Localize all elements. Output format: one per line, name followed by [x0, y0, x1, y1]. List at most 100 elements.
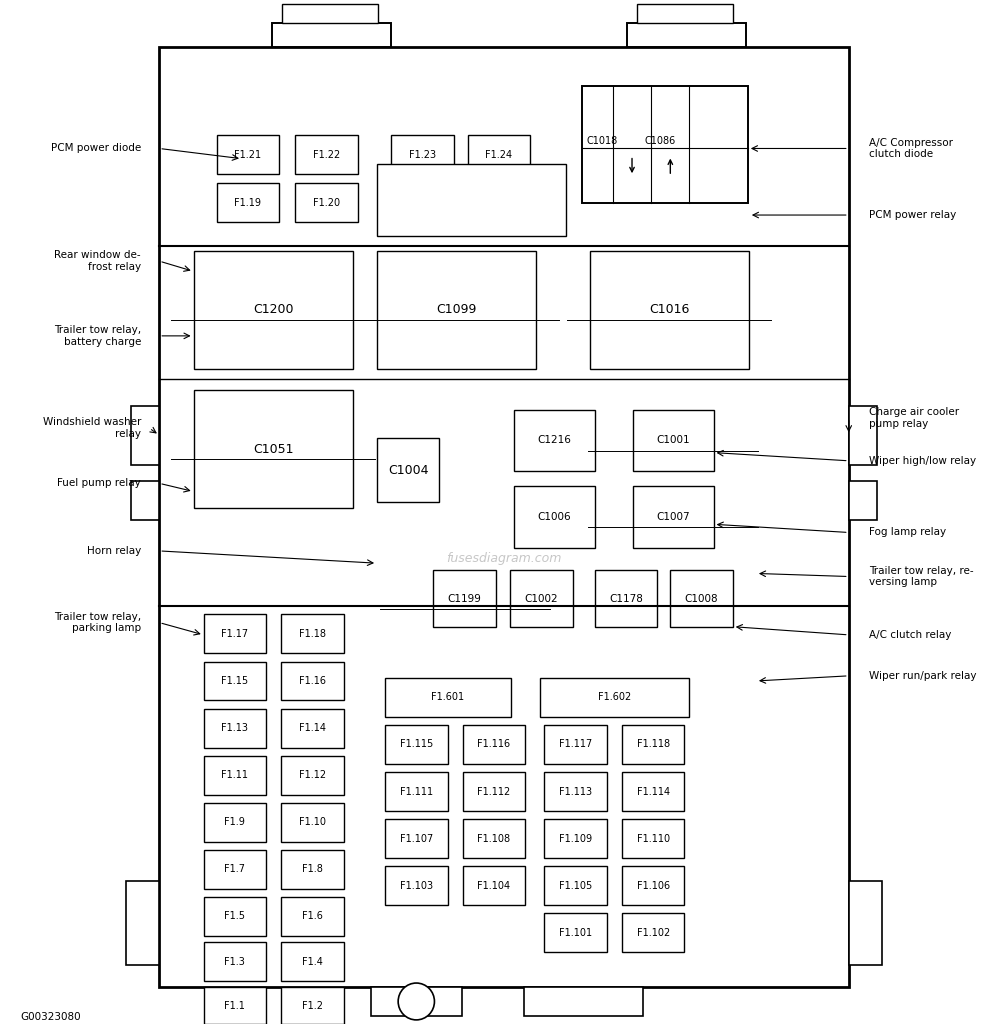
Text: F1.4: F1.4 — [302, 956, 323, 967]
Bar — [627, 23, 746, 47]
Text: Horn relay: Horn relay — [87, 546, 141, 556]
Bar — [281, 614, 344, 653]
Text: F1.12: F1.12 — [299, 770, 326, 780]
Text: F1.19: F1.19 — [235, 198, 261, 208]
Text: F1.17: F1.17 — [222, 629, 248, 639]
Text: Fog lamp relay: Fog lamp relay — [869, 527, 947, 538]
Text: F1.105: F1.105 — [559, 881, 592, 891]
Text: C1200: C1200 — [253, 303, 293, 316]
Bar — [281, 987, 344, 1024]
Bar — [204, 987, 266, 1024]
Bar — [385, 772, 448, 811]
Text: A/C Compressor
clutch diode: A/C Compressor clutch diode — [869, 137, 953, 160]
Text: F1.1: F1.1 — [225, 1000, 245, 1011]
Bar — [204, 803, 266, 842]
Text: F1.103: F1.103 — [400, 881, 432, 891]
Bar — [524, 987, 643, 1016]
Text: F1.106: F1.106 — [637, 881, 669, 891]
Bar — [194, 390, 353, 508]
Bar — [385, 678, 511, 717]
Text: F1.104: F1.104 — [478, 881, 510, 891]
Text: Trailer tow relay, re-
versing lamp: Trailer tow relay, re- versing lamp — [869, 565, 974, 588]
Bar — [633, 486, 714, 548]
Text: F1.18: F1.18 — [299, 629, 326, 639]
Bar — [204, 709, 266, 748]
Text: C1006: C1006 — [537, 512, 572, 522]
Bar — [590, 251, 749, 369]
Bar — [377, 164, 566, 236]
Text: F1.107: F1.107 — [400, 834, 432, 844]
Bar — [514, 410, 595, 471]
Bar — [194, 251, 353, 369]
Text: C1199: C1199 — [448, 594, 482, 603]
Bar — [622, 819, 684, 858]
Text: F1.109: F1.109 — [559, 834, 592, 844]
Text: PCM power diode: PCM power diode — [50, 143, 141, 154]
Text: F1.113: F1.113 — [559, 786, 592, 797]
Bar — [281, 850, 344, 889]
Bar — [385, 866, 448, 905]
Bar — [582, 86, 748, 203]
Text: F1.602: F1.602 — [599, 692, 631, 702]
Text: F1.15: F1.15 — [222, 676, 248, 686]
Bar — [217, 135, 279, 174]
Bar — [281, 662, 344, 700]
Text: F1.23: F1.23 — [409, 150, 435, 160]
Text: F1.112: F1.112 — [478, 786, 510, 797]
Bar — [544, 913, 607, 952]
Text: F1.22: F1.22 — [312, 150, 341, 160]
Text: F1.102: F1.102 — [637, 928, 669, 938]
Bar — [433, 570, 496, 627]
Text: C1086: C1086 — [644, 136, 676, 146]
Bar — [463, 725, 525, 764]
Bar — [131, 406, 159, 465]
Text: F1.16: F1.16 — [299, 676, 326, 686]
Bar — [377, 438, 439, 502]
Bar — [217, 183, 279, 222]
Text: C1178: C1178 — [609, 594, 643, 603]
Bar — [670, 570, 733, 627]
Bar — [622, 913, 684, 952]
Circle shape — [398, 983, 434, 1020]
Text: F1.111: F1.111 — [400, 786, 432, 797]
Bar — [849, 881, 882, 965]
Bar — [385, 725, 448, 764]
Bar — [849, 481, 877, 520]
Text: F1.9: F1.9 — [225, 817, 245, 827]
Bar — [371, 987, 462, 1016]
Text: Wiper run/park relay: Wiper run/park relay — [869, 671, 977, 681]
Bar — [468, 135, 530, 174]
Text: C1008: C1008 — [684, 594, 719, 603]
Bar — [204, 942, 266, 981]
Bar — [281, 709, 344, 748]
Text: Wiper high/low relay: Wiper high/low relay — [869, 456, 976, 466]
Bar — [204, 897, 266, 936]
Bar — [204, 850, 266, 889]
Bar — [159, 47, 849, 987]
Text: F1.3: F1.3 — [225, 956, 245, 967]
Text: F1.5: F1.5 — [225, 911, 245, 922]
Text: F1.6: F1.6 — [302, 911, 323, 922]
Bar — [637, 4, 733, 23]
Bar — [204, 662, 266, 700]
Text: F1.20: F1.20 — [313, 198, 340, 208]
Bar — [126, 881, 159, 965]
Bar — [204, 614, 266, 653]
Text: C1099: C1099 — [436, 303, 477, 316]
Bar — [204, 756, 266, 795]
Bar — [282, 4, 378, 23]
Text: F1.116: F1.116 — [478, 739, 510, 750]
Text: Fuel pump relay: Fuel pump relay — [57, 478, 141, 488]
Text: G00323080: G00323080 — [20, 1012, 81, 1022]
Text: F1.11: F1.11 — [222, 770, 248, 780]
Text: Trailer tow relay,
battery charge: Trailer tow relay, battery charge — [54, 325, 141, 347]
Bar — [463, 819, 525, 858]
Bar — [295, 183, 358, 222]
Text: fusesdiagram.com: fusesdiagram.com — [447, 552, 561, 564]
Bar — [281, 756, 344, 795]
Text: Windshield washer
relay: Windshield washer relay — [42, 417, 141, 439]
Bar — [544, 772, 607, 811]
Bar — [463, 866, 525, 905]
Bar — [544, 819, 607, 858]
Text: Rear window de-
frost relay: Rear window de- frost relay — [54, 250, 141, 272]
